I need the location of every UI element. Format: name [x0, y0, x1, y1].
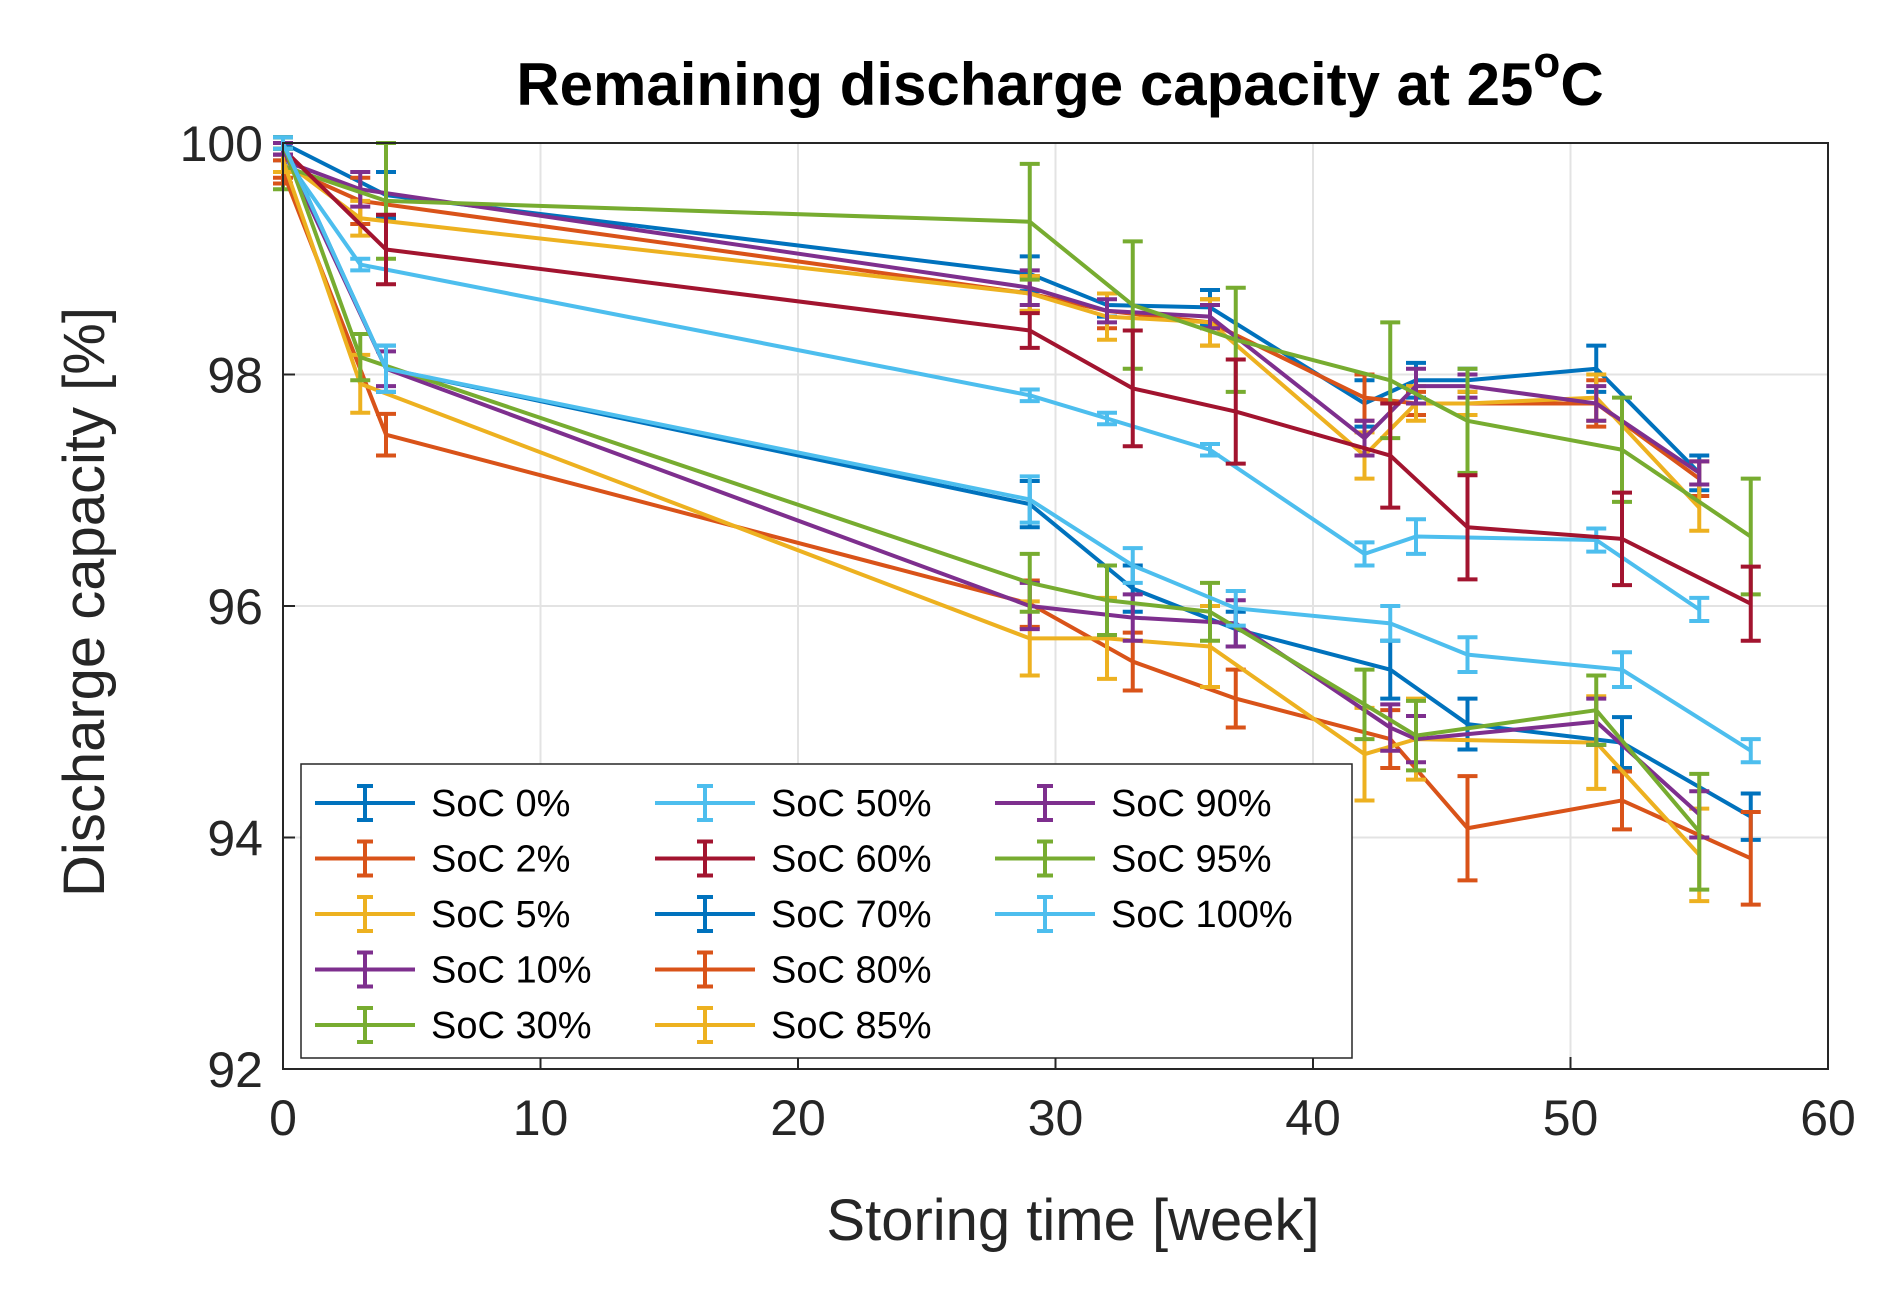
legend-label: SoC 100%	[1111, 894, 1293, 936]
error-bar	[1380, 604, 1401, 643]
x-tick-label: 50	[1543, 1090, 1599, 1146]
y-tick-label: 96	[207, 579, 263, 635]
error-bar	[350, 169, 371, 209]
error-bar	[1689, 771, 1710, 892]
y-tick-label: 98	[207, 348, 263, 404]
legend-item: SoC 5%	[315, 894, 570, 936]
legend-label: SoC 70%	[771, 894, 932, 936]
y-tick-label: 100	[180, 116, 263, 172]
error-bar	[1019, 387, 1040, 404]
legend-label: SoC 80%	[771, 950, 932, 992]
series-layer	[273, 135, 1761, 907]
y-tick-label: 92	[207, 1042, 263, 1098]
legend-label: SoC 0%	[431, 783, 570, 825]
series-line	[282, 141, 1701, 475]
x-tick-label: 60	[1800, 1090, 1856, 1146]
legend-item: SoC 90%	[995, 783, 1272, 825]
x-tick-label: 30	[1028, 1090, 1084, 1146]
legend-label: SoC 5%	[431, 894, 570, 936]
error-bar	[1019, 551, 1040, 614]
error-bar	[1457, 473, 1478, 582]
error-bar	[1097, 410, 1117, 427]
legend-label: SoC 2%	[431, 839, 570, 881]
legend-item: SoC 60%	[655, 839, 932, 881]
error-bar	[1406, 698, 1426, 773]
error-bar	[1225, 588, 1246, 628]
error-bar	[1122, 546, 1143, 585]
error-bar	[1740, 564, 1761, 643]
legend-item: SoC 85%	[655, 1005, 932, 1047]
x-tick-label: 0	[269, 1090, 297, 1146]
error-bar	[1586, 673, 1607, 747]
legend-item: SoC 95%	[995, 839, 1272, 881]
legend-item: SoC 2%	[315, 839, 570, 881]
error-bar	[376, 411, 396, 458]
error-bar	[1019, 161, 1040, 282]
error-bar	[1586, 526, 1607, 554]
error-bar	[1097, 297, 1117, 325]
error-bar	[1586, 384, 1607, 423]
error-bar	[1406, 517, 1426, 556]
error-bar	[1019, 474, 1040, 525]
error-bar	[1612, 490, 1632, 588]
legend-label: SoC 10%	[431, 950, 592, 992]
legend-item: SoC 30%	[315, 1005, 592, 1047]
legend-items: SoC 0% SoC 2% SoC 5% SoC 10% SoC 30% SoC 50% S…	[315, 783, 1293, 1047]
error-bar	[1225, 357, 1246, 466]
error-bar	[350, 256, 371, 273]
error-bar	[1380, 401, 1401, 510]
x-tick-label: 20	[770, 1090, 826, 1146]
legend-label: SoC 90%	[1111, 783, 1272, 825]
legend-box	[300, 763, 1353, 1059]
tick-layer: 0 10 20 30 40 50 60 92 94 96 98 100	[180, 116, 1856, 1146]
error-bar	[1457, 635, 1478, 674]
error-bar	[1019, 311, 1040, 350]
error-bar	[1406, 366, 1426, 406]
error-bar	[1354, 667, 1375, 742]
legend-label: SoC 85%	[771, 1005, 932, 1047]
chart-title: Remaining discharge capacity at 25oC	[516, 38, 1603, 118]
legend-label: SoC 30%	[431, 1005, 592, 1047]
legend-item: SoC 0%	[315, 783, 570, 825]
legend-item: SoC 100%	[995, 894, 1293, 936]
x-tick-label: 10	[513, 1090, 569, 1146]
error-bar	[1122, 328, 1143, 449]
error-bar	[1457, 774, 1478, 883]
error-bar	[1200, 580, 1220, 643]
series-line	[282, 164, 1701, 481]
error-bar	[376, 212, 396, 287]
series-line	[281, 158, 1701, 509]
error-bar	[1354, 540, 1375, 568]
y-axis-label: Discharge capacity [%]	[52, 307, 117, 897]
error-bar	[376, 343, 396, 394]
legend: SoC 0% SoC 2% SoC 5% SoC 10% SoC 30% SoC 50% S…	[300, 763, 1353, 1059]
series-line	[282, 158, 1701, 475]
error-bar	[1689, 459, 1710, 487]
legend-item: SoC 10%	[315, 950, 592, 992]
error-bar	[1612, 650, 1632, 690]
error-bar	[1740, 737, 1761, 765]
error-bar	[1097, 563, 1117, 637]
legend-label: SoC 60%	[771, 839, 932, 881]
error-bar	[1200, 441, 1220, 458]
legend-label: SoC 95%	[1111, 839, 1272, 881]
error-bar	[350, 331, 371, 383]
error-bar	[1380, 702, 1401, 753]
error-bar	[1740, 810, 1761, 907]
legend-item: SoC 80%	[655, 950, 932, 992]
legend-label: SoC 50%	[771, 783, 932, 825]
error-bar	[1457, 366, 1478, 475]
legend-item: SoC 70%	[655, 894, 932, 936]
legend-item: SoC 50%	[655, 783, 932, 825]
y-tick-label: 94	[207, 811, 263, 867]
error-bar	[1689, 595, 1710, 624]
x-tick-label: 40	[1285, 1090, 1341, 1146]
x-axis-label: Storing time [week]	[826, 1188, 1319, 1253]
